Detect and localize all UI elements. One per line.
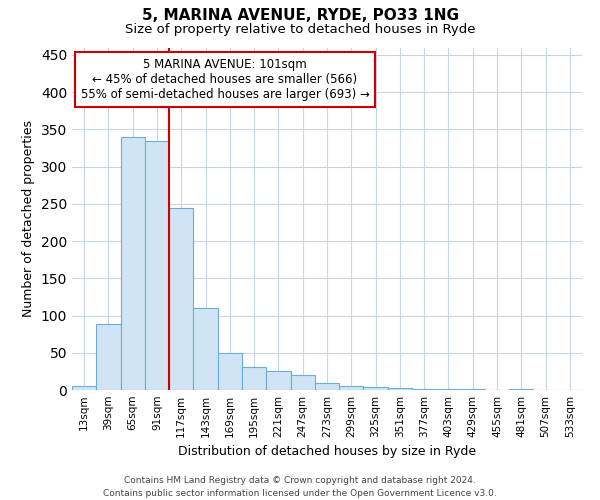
Bar: [242, 367, 266, 390]
Y-axis label: Number of detached properties: Number of detached properties: [22, 120, 35, 318]
Bar: [388, 388, 412, 390]
Bar: [412, 388, 436, 390]
Bar: [193, 308, 218, 390]
Bar: [72, 386, 96, 390]
Bar: [290, 375, 315, 390]
Bar: [315, 384, 339, 390]
Text: 5, MARINA AVENUE, RYDE, PO33 1NG: 5, MARINA AVENUE, RYDE, PO33 1NG: [142, 8, 458, 22]
X-axis label: Distribution of detached houses by size in Ryde: Distribution of detached houses by size …: [178, 446, 476, 458]
Bar: [145, 140, 169, 390]
Bar: [96, 324, 121, 390]
Text: Contains HM Land Registry data © Crown copyright and database right 2024.
Contai: Contains HM Land Registry data © Crown c…: [103, 476, 497, 498]
Text: Size of property relative to detached houses in Ryde: Size of property relative to detached ho…: [125, 22, 475, 36]
Bar: [364, 387, 388, 390]
Text: 5 MARINA AVENUE: 101sqm
← 45% of detached houses are smaller (566)
55% of semi-d: 5 MARINA AVENUE: 101sqm ← 45% of detache…: [80, 58, 370, 101]
Bar: [121, 137, 145, 390]
Bar: [266, 372, 290, 390]
Bar: [218, 353, 242, 390]
Bar: [169, 208, 193, 390]
Bar: [339, 386, 364, 390]
